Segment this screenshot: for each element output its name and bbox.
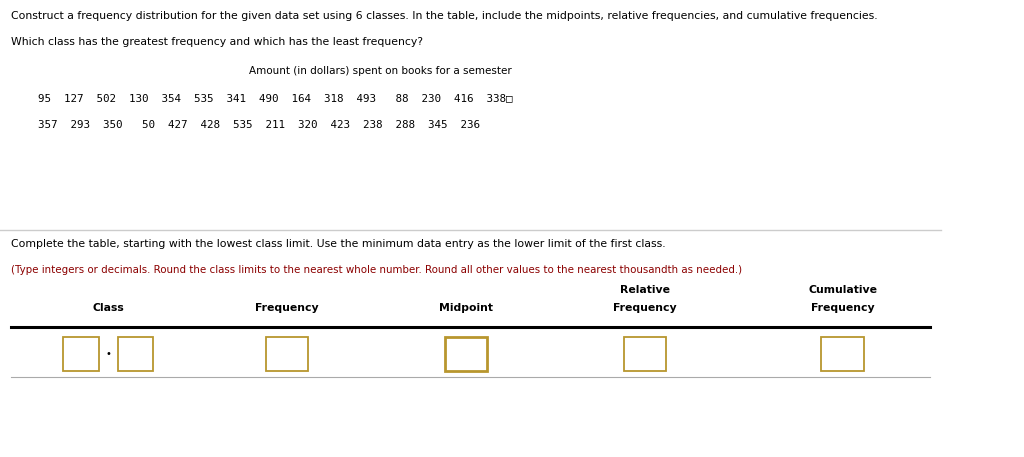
FancyBboxPatch shape xyxy=(118,337,154,371)
Text: Frequency: Frequency xyxy=(613,303,677,313)
Text: (Type integers or decimals. Round the class limits to the nearest whole number. : (Type integers or decimals. Round the cl… xyxy=(11,265,742,275)
Text: Frequency: Frequency xyxy=(255,303,318,313)
Text: Midpoint: Midpoint xyxy=(439,303,493,313)
FancyBboxPatch shape xyxy=(821,337,864,371)
Text: Frequency: Frequency xyxy=(811,303,874,313)
Text: 357  293  350   50  427  428  535  211  320  423  238  288  345  236: 357 293 350 50 427 428 535 211 320 423 2… xyxy=(38,120,479,130)
Text: Complete the table, starting with the lowest class limit. Use the minimum data e: Complete the table, starting with the lo… xyxy=(11,239,666,249)
Text: Construct a frequency distribution for the given data set using 6 classes. In th: Construct a frequency distribution for t… xyxy=(11,11,878,21)
FancyBboxPatch shape xyxy=(624,337,666,371)
FancyBboxPatch shape xyxy=(266,337,308,371)
Text: Which class has the greatest frequency and which has the least frequency?: Which class has the greatest frequency a… xyxy=(11,37,423,48)
Text: •: • xyxy=(105,349,112,359)
Text: Amount (in dollars) spent on books for a semester: Amount (in dollars) spent on books for a… xyxy=(250,66,512,76)
FancyBboxPatch shape xyxy=(63,337,99,371)
Text: 95  127  502  130  354  535  341  490  164  318  493   88  230  416  338□: 95 127 502 130 354 535 341 490 164 318 4… xyxy=(38,94,512,104)
Text: Cumulative: Cumulative xyxy=(808,285,878,295)
Text: Relative: Relative xyxy=(620,285,670,295)
Text: Class: Class xyxy=(92,303,124,313)
FancyBboxPatch shape xyxy=(444,337,487,371)
